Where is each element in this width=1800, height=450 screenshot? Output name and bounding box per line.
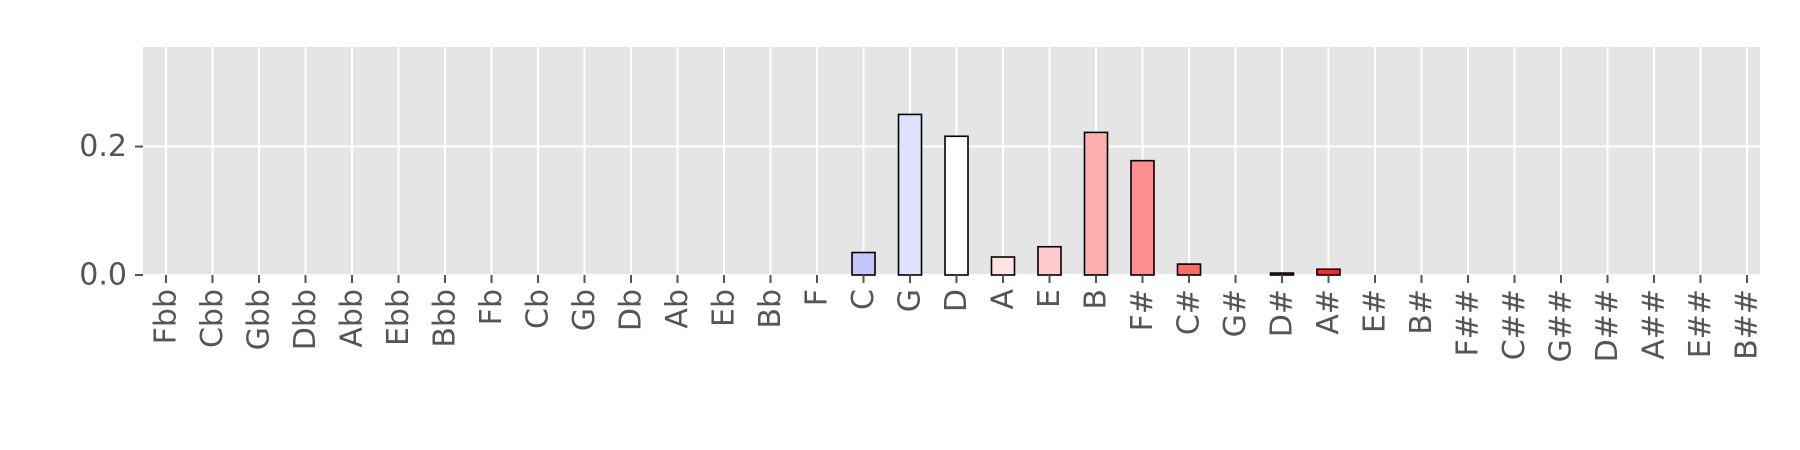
x-tick-label: G##	[1544, 289, 1579, 363]
x-tick-label: Db	[614, 289, 649, 331]
bar-G	[897, 113, 923, 276]
x-tick-label: E	[1032, 289, 1067, 308]
x-tick-label: C#	[1172, 289, 1207, 335]
x-tick-label: Dbb	[288, 289, 323, 350]
bar-C	[851, 251, 876, 276]
x-tick-label: F#	[1125, 289, 1160, 331]
x-tick-label: E#	[1358, 289, 1393, 333]
x-tick-label: Bb	[753, 289, 788, 329]
bar-D	[944, 135, 969, 276]
x-axis: Fbb Cbb Gbb Dbb Abb Ebb Bbb Fb Cb Gb Db Ab Eb Bb F C G D A…	[149, 275, 1765, 363]
x-tick-label: Fb	[474, 289, 509, 325]
x-tick-label: Cb	[521, 289, 556, 329]
bar-F#	[1130, 159, 1155, 276]
bars	[851, 113, 1341, 276]
x-tick-label: Eb	[707, 289, 742, 327]
x-tick-label: A##	[1637, 289, 1672, 360]
x-tick-label: B#	[1404, 289, 1439, 335]
y-axis: 0.0 0.2	[79, 129, 143, 293]
bar-A	[990, 256, 1016, 276]
x-tick-label: Ab	[660, 289, 695, 329]
x-tick-label: Abb	[335, 289, 370, 348]
y-tick-label: 0.0	[79, 258, 127, 293]
x-tick-label: G	[893, 289, 928, 312]
x-tick-label: C	[846, 289, 881, 310]
x-tick-label: C##	[1497, 289, 1532, 360]
x-tick-label: A	[986, 289, 1021, 310]
bar-C#	[1176, 263, 1202, 276]
x-tick-label: D	[939, 289, 974, 312]
bar-E	[1037, 245, 1062, 276]
x-tick-label: A#	[1311, 289, 1346, 335]
x-tick-label: B##	[1730, 289, 1765, 360]
x-tick-label: F##	[1451, 289, 1486, 357]
bar-A#	[1316, 268, 1341, 276]
x-tick-label: Fbb	[149, 289, 184, 344]
x-tick-label: Bbb	[428, 289, 463, 348]
bar-D#	[1269, 272, 1295, 276]
x-tick-label: E##	[1683, 289, 1718, 358]
x-tick-label: Ebb	[381, 289, 416, 346]
x-tick-label: B	[1079, 289, 1114, 310]
x-tick-label: D##	[1590, 289, 1625, 362]
x-tick-label: D#	[1265, 289, 1300, 337]
x-tick-label: Gbb	[242, 289, 277, 350]
bar-B	[1083, 131, 1109, 276]
x-tick-label: F	[800, 289, 835, 306]
x-tick-label: Gb	[567, 289, 602, 331]
y-tick-label: 0.2	[79, 129, 127, 164]
x-tick-label: G#	[1218, 289, 1253, 337]
x-tick-label: Cbb	[195, 289, 230, 348]
